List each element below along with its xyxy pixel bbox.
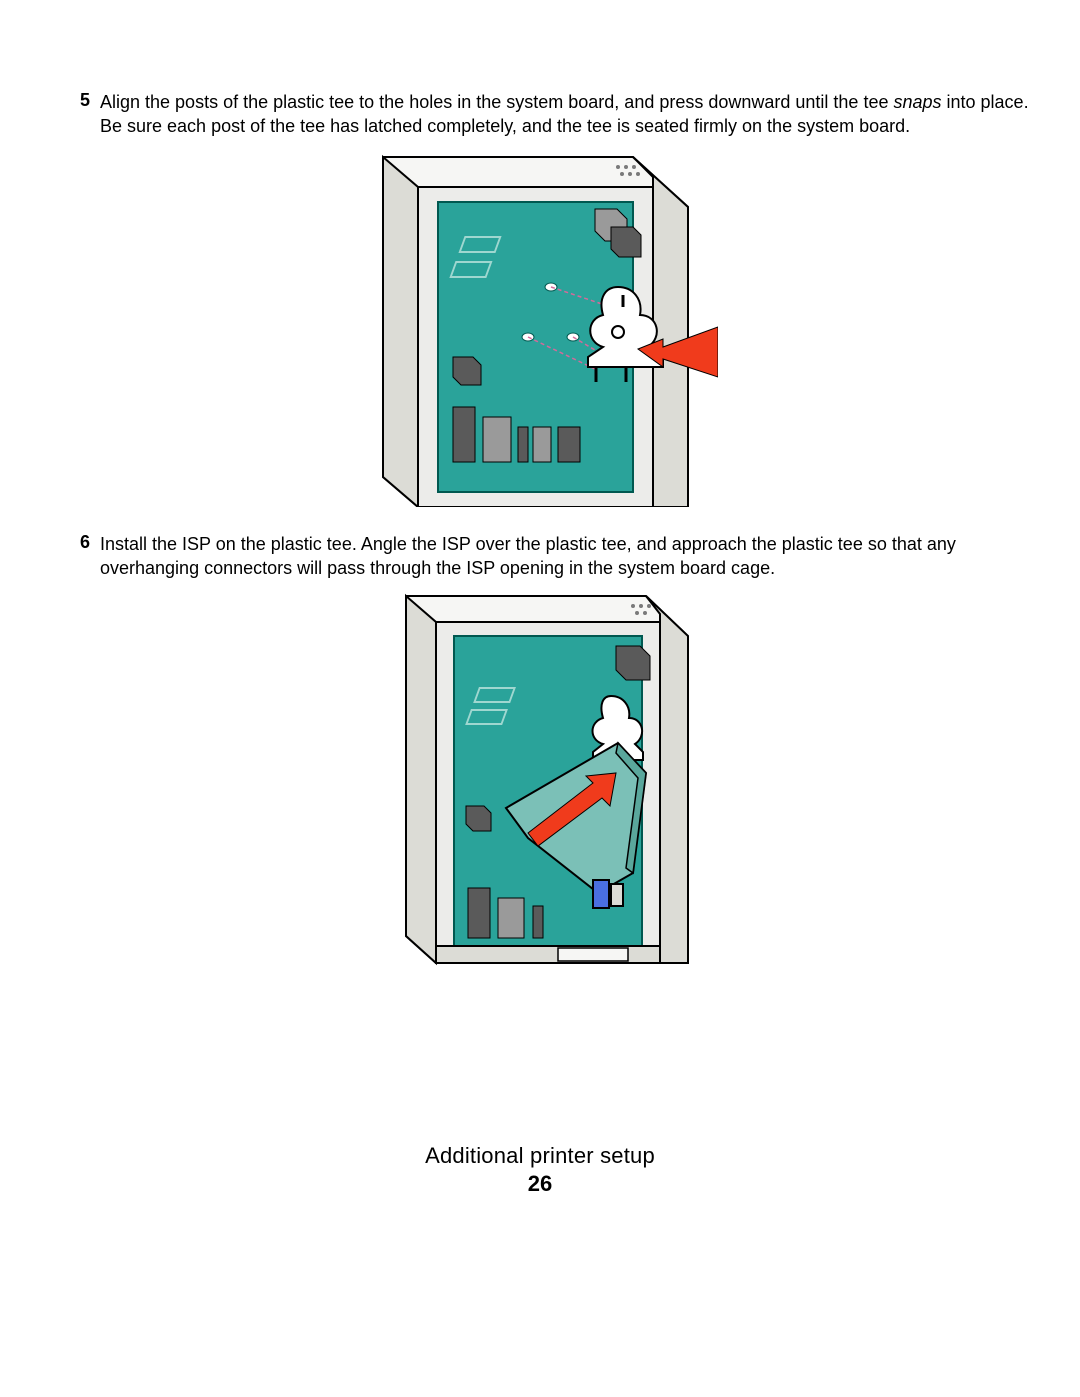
step-text-em: snaps [893,92,941,112]
figure-1 [363,147,718,507]
footer-section-title: Additional printer setup [0,1143,1080,1169]
figure-1-wrap [18,147,1062,507]
step-text: Align the posts of the plastic tee to th… [100,90,1062,139]
page: 5 Align the posts of the plastic tee to … [0,0,1080,1397]
step-text: Install the ISP on the plastic tee. Angl… [100,532,1062,581]
footer-page-number: 26 [0,1171,1080,1197]
step-5: 5 Align the posts of the plastic tee to … [18,90,1062,139]
step-6: 6 Install the ISP on the plastic tee. An… [18,532,1062,581]
step-text-a: Install the ISP on the plastic tee. Angl… [100,534,956,578]
step-text-a: Align the posts of the plastic tee to th… [100,92,893,112]
page-footer: Additional printer setup 26 [0,1143,1080,1197]
step-number: 5 [18,90,100,111]
figure-2-wrap [18,588,1062,968]
figure-2 [388,588,693,968]
step-number: 6 [18,532,100,553]
